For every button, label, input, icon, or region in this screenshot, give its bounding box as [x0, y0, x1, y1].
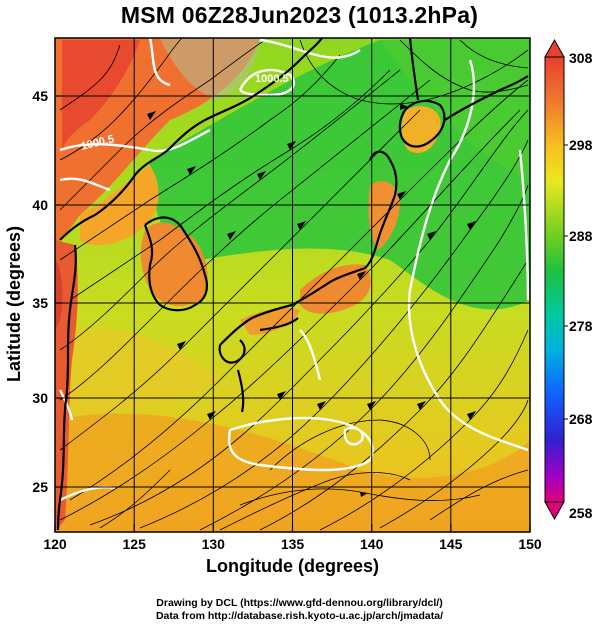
- colorbar-label: 258: [569, 505, 593, 521]
- page-title: MSM 06Z28Jun2023 (1013.2hPa): [120, 2, 479, 28]
- x-tick-label: 130: [202, 536, 226, 552]
- footer-data-source: Data from http://database.rish.kyoto-u.a…: [155, 610, 444, 622]
- x-tick-label: 145: [439, 536, 463, 552]
- x-tick-label: 125: [123, 536, 147, 552]
- y-tick-label: 45: [32, 88, 48, 104]
- x-axis-label: Longitude (degrees): [205, 556, 379, 576]
- colorbar-label: 308: [569, 50, 593, 66]
- colorbar-label: 268: [569, 411, 593, 427]
- x-tick-label: 150: [518, 536, 542, 552]
- x-tick-label: 120: [43, 536, 67, 552]
- colorbar-label: 288: [569, 228, 593, 244]
- map-gridlines: [55, 38, 530, 532]
- coastlines: [56, 38, 529, 531]
- colorbar: [544, 38, 568, 521]
- y-tick-label: 40: [32, 197, 48, 213]
- y-tick-label: 30: [32, 390, 48, 406]
- y-tick-label: 35: [32, 295, 48, 311]
- colorbar-label: 278: [569, 318, 593, 334]
- colorbar-label: 298: [569, 137, 593, 153]
- x-tick-label: 135: [281, 536, 305, 552]
- axis-ticks: [54, 95, 531, 532]
- contour-label: 1000.5: [255, 73, 289, 85]
- y-tick-label: 25: [32, 479, 48, 495]
- x-tick-label: 140: [360, 536, 384, 552]
- footer-drawing-credit: Drawing by DCL (https://www.gfd-dennou.o…: [156, 597, 443, 609]
- wind-streamlines: [59, 38, 529, 531]
- y-axis-label: Latitude (degrees): [4, 225, 24, 382]
